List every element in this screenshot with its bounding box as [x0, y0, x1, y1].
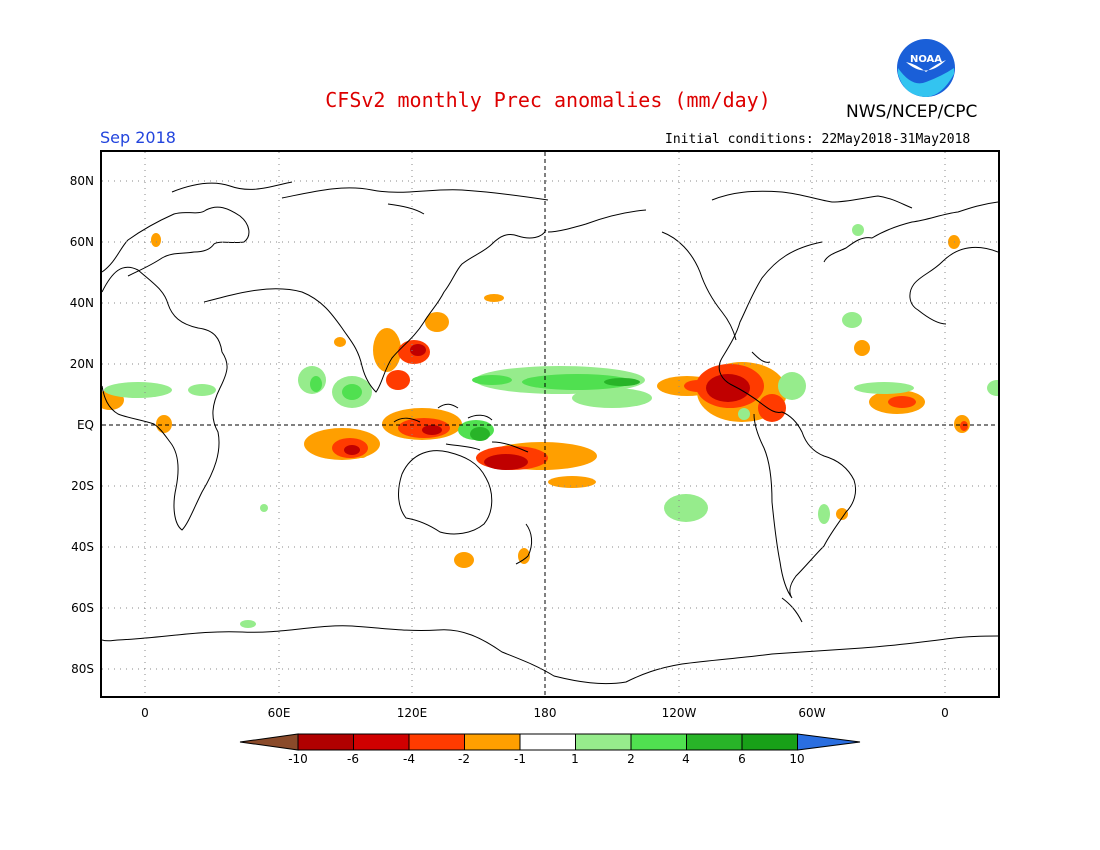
colorbar-seg-gt-10 — [797, 733, 861, 751]
lon-label-0-west: 0 — [141, 706, 149, 720]
lon-label-0-east: 0 — [941, 706, 949, 720]
map-plot — [100, 150, 1000, 698]
colorbar-label-pos1: 1 — [571, 752, 579, 766]
lat-label-40n: 40N — [69, 296, 94, 310]
colorbar-seg-4-6 — [686, 733, 743, 751]
colorbar-seg-6-4 — [353, 733, 410, 751]
colorbar — [239, 733, 861, 751]
noaa-logo-text: NOAA — [910, 54, 942, 65]
lat-label-80n: 80N — [69, 174, 94, 188]
lat-label-40s: 40S — [71, 540, 94, 554]
anomaly-fields — [102, 224, 998, 628]
colorbar-seg-1-2 — [575, 733, 632, 751]
gridlines — [102, 152, 998, 696]
equator-dateline — [102, 152, 998, 696]
lat-label-eq: EQ — [76, 418, 94, 432]
colorbar-label-neg6: -6 — [347, 752, 359, 766]
lat-label-60n: 60N — [69, 235, 94, 249]
valid-month: Sep 2018 — [100, 128, 176, 147]
colorbar-label-pos2: 2 — [627, 752, 635, 766]
colorbar-label-neg10: -10 — [288, 752, 308, 766]
colorbar-seg-6-10 — [741, 733, 798, 751]
colorbar-seg-2-4 — [630, 733, 687, 751]
coastlines — [102, 181, 998, 685]
colorbar-seg-2-1 — [464, 733, 521, 751]
colorbar-label-neg2: -2 — [458, 752, 470, 766]
colorbar-label-neg1: -1 — [514, 752, 526, 766]
lat-label-20n: 20N — [69, 357, 94, 371]
colorbar-label-pos6: 6 — [738, 752, 746, 766]
colorbar-seg-4-2 — [408, 733, 465, 751]
colorbar-seg-1-1 — [519, 733, 576, 751]
map-svg — [102, 152, 998, 696]
map-title: CFSv2 monthly Prec anomalies (mm/day) — [325, 88, 771, 112]
lat-label-80s: 80S — [71, 662, 94, 676]
lat-label-20s: 20S — [71, 479, 94, 493]
lon-label-60w: 60W — [798, 706, 826, 720]
lon-label-120w: 120W — [661, 706, 697, 720]
colorbar-label-neg4: -4 — [403, 752, 415, 766]
lon-label-180: 180 — [533, 706, 557, 720]
noaa-logo: NOAA — [896, 38, 956, 98]
colorbar-seg-10-6 — [297, 733, 354, 751]
colorbar-label-pos4: 4 — [682, 752, 690, 766]
agency-label: NWS/NCEP/CPC — [846, 102, 978, 122]
lon-label-60e: 60E — [267, 706, 291, 720]
colorbar-label-pos10: 10 — [789, 752, 805, 766]
lon-label-120e: 120E — [396, 706, 428, 720]
colorbar-seg-lt-10 — [239, 733, 299, 751]
lat-label-60s: 60S — [71, 601, 94, 615]
initial-conditions: Initial conditions: 22May2018-31May2018 — [665, 132, 971, 147]
